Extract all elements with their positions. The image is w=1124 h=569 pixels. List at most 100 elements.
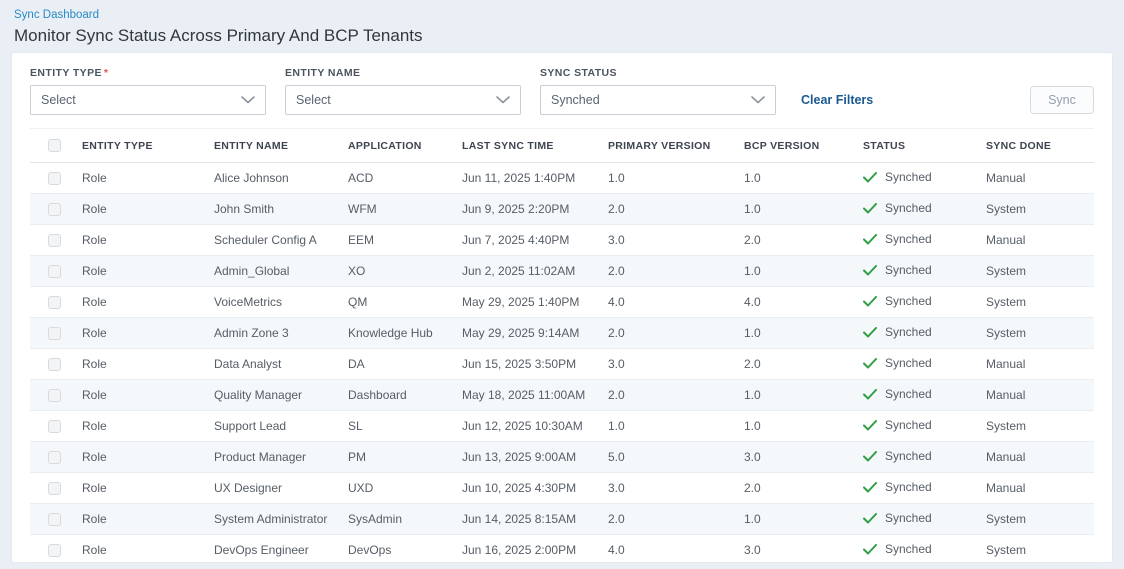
row-checkbox[interactable] bbox=[48, 513, 61, 527]
row-checkbox[interactable] bbox=[48, 482, 61, 496]
entity-name-select[interactable]: Select bbox=[285, 85, 521, 115]
cell-sync-done: Manual bbox=[986, 162, 1094, 194]
row-checkbox[interactable] bbox=[48, 451, 61, 465]
synched-check-icon bbox=[863, 171, 877, 183]
cell-entity-name: John Smith bbox=[214, 193, 348, 225]
cell-entity-type: Role bbox=[82, 472, 214, 504]
column-header-entity-name: ENTITY NAME bbox=[214, 128, 348, 163]
cell-status: Synched bbox=[863, 224, 986, 256]
row-checkbox[interactable] bbox=[48, 172, 61, 186]
cell-status: Synched bbox=[863, 441, 986, 473]
cell-status: Synched bbox=[863, 410, 986, 442]
cell-sync-done: Manual bbox=[986, 348, 1094, 380]
row-checkbox[interactable] bbox=[48, 203, 61, 217]
row-checkbox[interactable] bbox=[48, 327, 61, 341]
table-row: Role Admin_Global XO Jun 2, 2025 11:02AM… bbox=[30, 255, 1094, 287]
table-row: Role Support Lead SL Jun 12, 2025 10:30A… bbox=[30, 410, 1094, 442]
cell-entity-name: System Administrator bbox=[214, 503, 348, 535]
cell-primary-version: 3.0 bbox=[608, 348, 744, 380]
entity-name-label: ENTITY NAME bbox=[285, 67, 361, 79]
cell-primary-version: 5.0 bbox=[608, 441, 744, 473]
cell-last-sync-time: Jun 11, 2025 1:40PM bbox=[462, 162, 608, 194]
row-checkbox[interactable] bbox=[48, 389, 61, 403]
table-row: Role VoiceMetrics QM May 29, 2025 1:40PM… bbox=[30, 286, 1094, 318]
entity-type-select[interactable]: Select bbox=[30, 85, 266, 115]
table-row: Role John Smith WFM Jun 9, 2025 2:20PM 2… bbox=[30, 193, 1094, 225]
synched-check-icon bbox=[863, 419, 877, 431]
breadcrumb[interactable]: Sync Dashboard bbox=[14, 9, 100, 21]
status-text: Synched bbox=[885, 232, 932, 247]
column-header-sync-done: SYNC DONE bbox=[986, 128, 1094, 163]
status-text: Synched bbox=[885, 294, 932, 309]
cell-bcp-version: 2.0 bbox=[744, 472, 863, 504]
cell-application: QM bbox=[348, 286, 462, 318]
select-all-checkbox[interactable] bbox=[48, 139, 61, 152]
page-header: Sync Dashboard Monitor Sync Status Acros… bbox=[0, 0, 1124, 46]
cell-bcp-version: 2.0 bbox=[744, 348, 863, 380]
cell-status: Synched bbox=[863, 162, 986, 194]
cell-primary-version: 2.0 bbox=[608, 255, 744, 287]
cell-entity-name: Scheduler Config A bbox=[214, 224, 348, 256]
cell-sync-done: System bbox=[986, 534, 1094, 566]
cell-last-sync-time: Jun 10, 2025 4:30PM bbox=[462, 472, 608, 504]
row-checkbox[interactable] bbox=[48, 265, 61, 279]
cell-entity-type: Role bbox=[82, 255, 214, 287]
cell-bcp-version: 3.0 bbox=[744, 534, 863, 566]
cell-entity-type: Role bbox=[82, 410, 214, 442]
cell-last-sync-time: Jun 2, 2025 11:02AM bbox=[462, 255, 608, 287]
cell-bcp-version: 4.0 bbox=[744, 286, 863, 318]
cell-sync-done: System bbox=[986, 286, 1094, 318]
cell-entity-type: Role bbox=[82, 441, 214, 473]
entity-type-select-value: Select bbox=[41, 93, 76, 107]
row-checkbox[interactable] bbox=[48, 420, 61, 434]
table-row: Role Product Manager PM Jun 13, 2025 9:0… bbox=[30, 441, 1094, 473]
row-checkbox[interactable] bbox=[48, 296, 61, 310]
cell-status: Synched bbox=[863, 255, 986, 287]
cell-entity-name: Data Analyst bbox=[214, 348, 348, 380]
cell-entity-name: Admin Zone 3 bbox=[214, 317, 348, 349]
cell-sync-done: System bbox=[986, 317, 1094, 349]
cell-entity-name: Admin_Global bbox=[214, 255, 348, 287]
cell-primary-version: 2.0 bbox=[608, 317, 744, 349]
sync-status-select[interactable]: Synched bbox=[540, 85, 776, 115]
sync-table-header: ENTITY TYPE ENTITY NAME APPLICATION LAST… bbox=[30, 128, 1094, 163]
clear-filters-link[interactable]: Clear Filters bbox=[801, 93, 874, 107]
status-text: Synched bbox=[885, 325, 932, 340]
cell-primary-version: 2.0 bbox=[608, 503, 744, 535]
table-row: Role UX Designer UXD Jun 10, 2025 4:30PM… bbox=[30, 472, 1094, 504]
status-text: Synched bbox=[885, 418, 932, 433]
cell-entity-name: DevOps Engineer bbox=[214, 534, 348, 566]
cell-sync-done: Manual bbox=[986, 224, 1094, 256]
cell-sync-done: System bbox=[986, 410, 1094, 442]
table-row: Role System Administrator SysAdmin Jun 1… bbox=[30, 503, 1094, 535]
cell-last-sync-time: Jun 16, 2025 2:00PM bbox=[462, 534, 608, 566]
row-checkbox[interactable] bbox=[48, 544, 61, 558]
cell-last-sync-time: Jun 13, 2025 9:00AM bbox=[462, 441, 608, 473]
column-header-primary-version: PRIMARY VERSION bbox=[608, 128, 744, 163]
cell-sync-done: System bbox=[986, 193, 1094, 225]
synched-check-icon bbox=[863, 326, 877, 338]
cell-last-sync-time: Jun 9, 2025 2:20PM bbox=[462, 193, 608, 225]
cell-sync-done: Manual bbox=[986, 379, 1094, 411]
row-checkbox[interactable] bbox=[48, 234, 61, 248]
sync-status-select-value: Synched bbox=[551, 93, 600, 107]
sync-button[interactable]: Sync bbox=[1030, 86, 1094, 114]
status-text: Synched bbox=[885, 387, 932, 402]
cell-entity-type: Role bbox=[82, 348, 214, 380]
status-text: Synched bbox=[885, 263, 932, 278]
synched-check-icon bbox=[863, 388, 877, 400]
cell-status: Synched bbox=[863, 503, 986, 535]
entity-name-select-value: Select bbox=[296, 93, 331, 107]
cell-entity-type: Role bbox=[82, 317, 214, 349]
cell-application: DevOps bbox=[348, 534, 462, 566]
synched-check-icon bbox=[863, 450, 877, 462]
sync-dashboard-card: ENTITY TYPE * Select ENTITY NAME Select S… bbox=[12, 53, 1112, 566]
synched-check-icon bbox=[863, 543, 877, 555]
entity-type-label: ENTITY TYPE * bbox=[30, 67, 266, 79]
cell-application: ACD bbox=[348, 162, 462, 194]
cell-status: Synched bbox=[863, 286, 986, 318]
synched-check-icon bbox=[863, 481, 877, 493]
row-checkbox[interactable] bbox=[48, 358, 61, 372]
cell-primary-version: 3.0 bbox=[608, 224, 744, 256]
cell-entity-type: Role bbox=[82, 224, 214, 256]
